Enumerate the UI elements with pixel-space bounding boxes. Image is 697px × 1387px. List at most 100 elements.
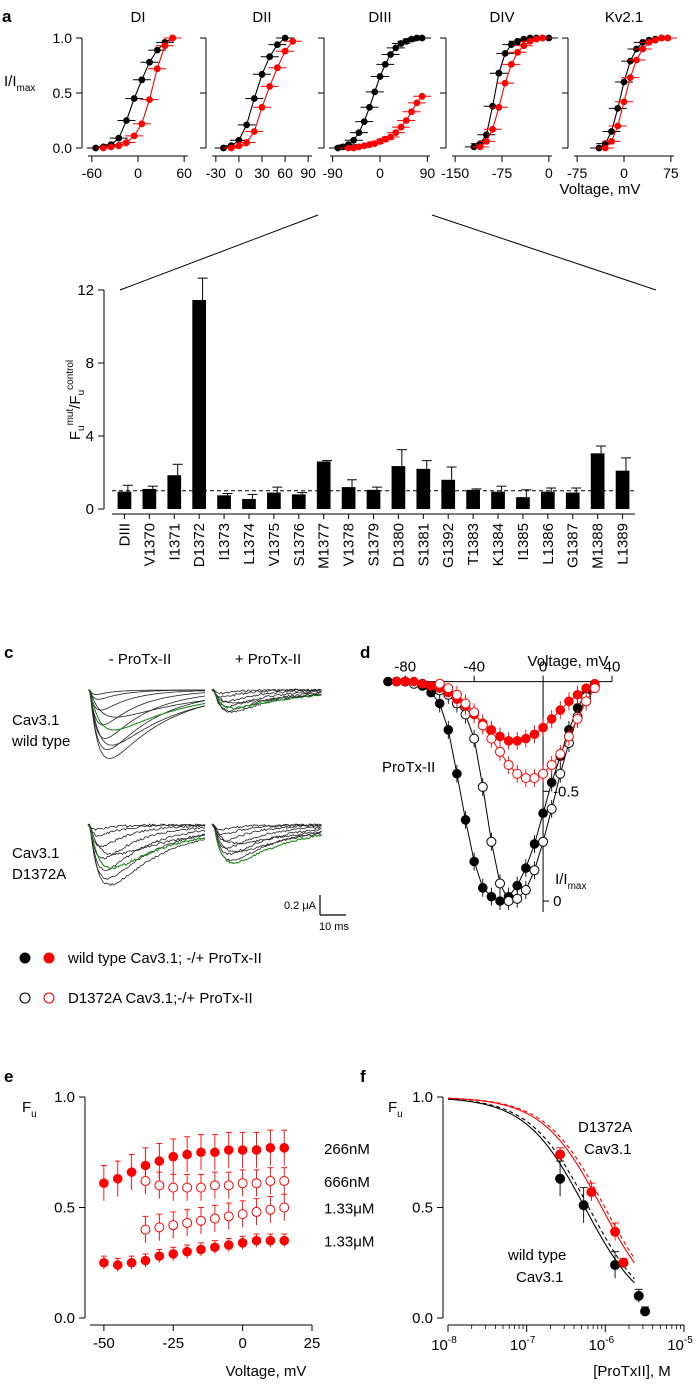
fu-voltage-plot: 0.0 0.5 1.0 -50 -25 0 25 Voltage, mV Fu 266nM 666n… (22, 1089, 374, 1380)
trace-1-8 (88, 689, 206, 731)
x-tick-label-0-1: 0 (134, 165, 142, 181)
iv-x-tick-label-0: -80 (394, 659, 416, 676)
iv-point-2-4 (426, 681, 436, 691)
zoom-line-right (431, 214, 657, 291)
activation-curves: DI 0.0 0.5 1.0 -60 0 60 DII -30 0 30 60 90 DIII -90 0 90… (53, 9, 679, 181)
point-red-3-6 (514, 48, 522, 56)
iv-point-0-9 (460, 815, 471, 825)
e-x-tick-label-0: -50 (93, 1335, 115, 1352)
bar-5 (242, 498, 256, 509)
iv-point-2-20 (564, 696, 574, 707)
trace-7-4 (211, 689, 322, 713)
e-point-0-2 (126, 1167, 137, 1177)
trace-7-2 (211, 688, 322, 703)
point-red-1-4 (258, 103, 266, 111)
trace-13-2 (87, 823, 206, 848)
bar-17 (540, 491, 555, 509)
trace-7-7 (211, 690, 322, 704)
iv-point-3-13 (546, 759, 557, 770)
point-red-4-10 (664, 34, 672, 42)
e-point-3-1 (112, 1260, 123, 1270)
point-black-3-3 (489, 102, 497, 110)
point-red-1-2 (243, 139, 251, 146)
iv-point-0-15 (512, 880, 523, 891)
iv-y-tick-label-1: -0.5 (553, 783, 579, 800)
point-black-4-3 (614, 105, 622, 112)
e-point-3-4 (154, 1251, 165, 1261)
point-black-0-7 (146, 58, 153, 66)
e-point-1-9 (265, 1175, 276, 1186)
x-tick-label-4-2: 75 (663, 165, 679, 181)
trace-21-3 (211, 823, 322, 850)
iv-point-2-22 (581, 683, 591, 693)
iv-point-3-15 (563, 731, 574, 742)
e-point-1-8 (251, 1178, 262, 1189)
point-black-2-8 (376, 73, 384, 80)
iv-point-1-14 (512, 893, 523, 904)
iv-point-1-12 (495, 878, 505, 889)
point-black-2-7 (371, 88, 379, 96)
e-point-3-11 (251, 1235, 262, 1246)
bar-3 (192, 300, 207, 509)
e-point-2-4 (196, 1215, 206, 1226)
iv-point-2-16 (529, 729, 540, 740)
e-x-tick-label-2: 0 (238, 1335, 246, 1352)
panel-letter-f: f (360, 1067, 366, 1086)
iv-point-3-14 (555, 749, 566, 759)
x-tick-label-1-0: -30 (206, 165, 226, 181)
iv-point-0-13 (495, 896, 505, 906)
iv-point-1-16 (529, 865, 540, 876)
e-point-1-4 (196, 1182, 206, 1193)
iv-point-0-17 (529, 839, 540, 849)
iv-point-3-10 (520, 773, 531, 784)
f-point-red-1 (586, 1187, 597, 1198)
bar-category-label-7: S1376 (291, 523, 308, 566)
iv-point-3-0 (434, 678, 445, 689)
bar-0 (117, 491, 132, 509)
e-x-tick-label-3: 25 (304, 1335, 321, 1352)
iv-point-2-21 (572, 689, 583, 700)
f-point-red-3 (618, 1257, 629, 1268)
point-red-0-8 (161, 42, 169, 50)
iv-point-2-19 (555, 705, 566, 715)
panel-letter-e: e (4, 1067, 13, 1086)
e-point-0-6 (182, 1149, 192, 1160)
c-col2-title: + ProTx-II (235, 651, 301, 668)
bar-y-tick-label-3: 12 (77, 282, 94, 299)
point-black-0-5 (130, 95, 138, 102)
point-black-2-3 (350, 136, 358, 144)
point-black-2-5 (360, 118, 368, 125)
bar-category-label-12: S1381 (415, 523, 432, 566)
e-point-0-5 (168, 1151, 179, 1162)
e-point-1-6 (223, 1180, 234, 1191)
point-red-4-3 (620, 98, 628, 106)
point-red-2-13 (413, 99, 421, 107)
iv-xlabel: Voltage, mV (528, 653, 609, 670)
point-red-3-0 (476, 143, 484, 151)
iv-point-2-13 (503, 736, 514, 746)
iv-point-3-8 (503, 759, 514, 770)
point-red-3-1 (482, 138, 490, 145)
bar-4 (217, 495, 231, 509)
bar-19 (590, 453, 605, 509)
bar-category-label-0: DIII (116, 523, 133, 546)
f-y-tick-label-2: 1.0 (412, 1089, 433, 1106)
e-point-1-1 (154, 1180, 165, 1191)
e-point-0-11 (251, 1145, 262, 1155)
f-xlabel: [ProTxII], M (593, 1363, 671, 1380)
x-tick-label-2-0: -90 (323, 165, 343, 181)
f-label-wt: wild type (507, 1247, 566, 1264)
x-tick-label-4-1: 0 (620, 165, 628, 181)
iv-point-2-12 (495, 731, 505, 742)
point-black-2-10 (387, 51, 394, 58)
bar-9 (341, 487, 356, 509)
point-red-1-1 (235, 142, 243, 150)
point-black-1-6 (266, 53, 274, 61)
bar-15 (491, 491, 505, 509)
bar-category-label-1: V1370 (141, 523, 158, 566)
point-red-0-2 (115, 142, 123, 150)
x-tick-label-1-4: 90 (300, 165, 316, 181)
bar-16 (516, 497, 530, 509)
fit-black-3 (473, 37, 549, 148)
e-point-0-0 (99, 1178, 109, 1188)
